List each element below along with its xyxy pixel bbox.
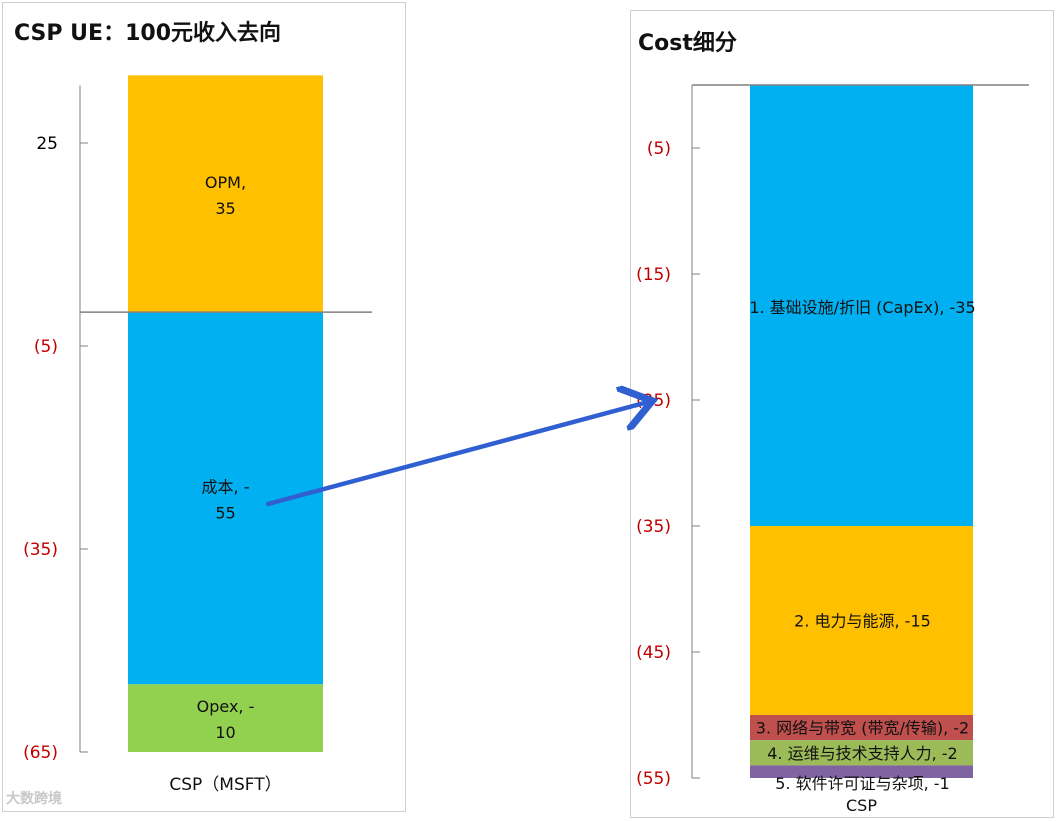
left-segment-value: 55 — [215, 503, 235, 522]
right-segment-label: 5. 软件许可证与杂项, -1 — [775, 774, 949, 793]
right-bar-segment-0 — [750, 85, 973, 526]
right-segment-label: 2. 电力与能源, -15 — [794, 612, 931, 631]
right-y-tick-label: (35) — [636, 517, 671, 537]
right-segment-label: 3. 网络与带宽 (带宽/传输), -2 — [756, 719, 969, 738]
left-segment-value: 10 — [215, 723, 235, 742]
left-y-tick-label: 25 — [36, 134, 58, 154]
left-chart-title: CSP UE：100元收入去向 — [14, 21, 281, 46]
watermark-logo: 大数跨境 — [6, 791, 62, 807]
left-segment-label: 成本, - — [202, 477, 250, 496]
right-bar-segment-1 — [750, 526, 973, 715]
right-x-category-label: CSP — [846, 796, 877, 815]
right-chart-title: Cost细分 — [638, 31, 737, 56]
left-segment-label: OPM, — [205, 173, 246, 192]
transfer-arrow — [265, 402, 648, 507]
right-y-tick-label: (25) — [636, 391, 671, 411]
left-y-tick-label: (65) — [23, 743, 58, 763]
left-bar-segment-2 — [128, 684, 323, 752]
left-x-category-label: CSP（MSFT） — [169, 775, 281, 795]
left-bar-segment-0 — [128, 75, 323, 313]
right-y-tick-label: (45) — [636, 643, 671, 663]
right-bar-segment-3 — [750, 740, 973, 766]
left-chart: 25 (5) (35) (65) OPM, 35 成本, - 55 Opex, - 10 CSP（M… — [23, 75, 372, 795]
right-y-tick-label: (15) — [636, 265, 671, 285]
left-segment-label: Opex, - — [197, 697, 255, 716]
right-chart: (5) (15) (25) (35) (45) (55) 1. 基础设施/折旧 (CapEx… — [636, 84, 1029, 815]
right-bar-segment-4 — [750, 765, 973, 778]
right-segment-label: 4. 运维与技术支持人力, -2 — [767, 744, 957, 763]
right-bar-segment-2 — [750, 715, 973, 741]
right-y-tick-label: (55) — [636, 769, 671, 789]
left-segment-value: 35 — [215, 199, 235, 218]
right-segment-label: 1. 基础设施/折旧 (CapEx), -35 — [749, 298, 975, 317]
left-y-tick-label: (5) — [34, 337, 58, 357]
right-y-tick-label: (5) — [647, 139, 671, 159]
left-y-tick-label: (35) — [23, 540, 58, 560]
